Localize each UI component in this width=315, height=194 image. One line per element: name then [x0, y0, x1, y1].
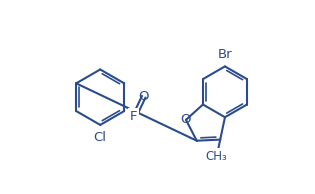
Text: F: F: [130, 110, 137, 123]
Text: Br: Br: [218, 48, 232, 61]
Text: O: O: [139, 90, 149, 103]
Text: O: O: [181, 113, 191, 126]
Text: CH₃: CH₃: [206, 150, 227, 163]
Text: Cl: Cl: [94, 131, 107, 144]
